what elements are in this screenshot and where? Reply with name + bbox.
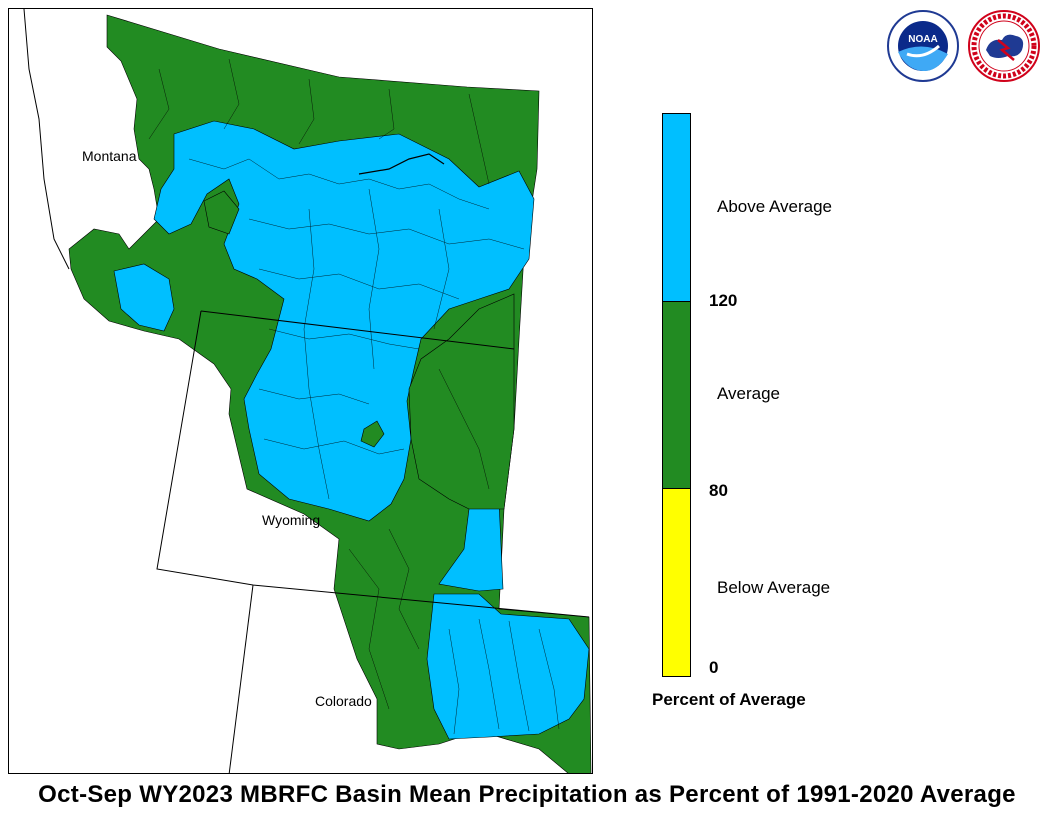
map-frame: Montana Wyoming Colorado [8, 8, 593, 774]
legend-tick-0: 0 [709, 658, 719, 677]
state-label-colorado: Colorado [315, 693, 372, 709]
state-boundaries [23, 9, 590, 773]
legend-title: Percent of Average [652, 690, 806, 709]
legend-label-above-average: Above Average [717, 197, 832, 216]
basin-map [23, 9, 592, 773]
state-label-montana: Montana [82, 148, 137, 164]
nws-logo [968, 10, 1040, 82]
legend-label-average: Average [717, 384, 781, 403]
legend-above-average-swatch [662, 113, 691, 302]
noaa-logo-text: NOAA [908, 34, 937, 45]
state-label-wyoming: Wyoming [262, 512, 321, 528]
legend-below-average-swatch [662, 488, 691, 677]
above-average-basins-region [113, 120, 590, 740]
map-title: Oct-Sep WY2023 MBRFC Basin Mean Precipit… [38, 781, 1016, 808]
legend-average-swatch [662, 301, 691, 489]
legend-label-below-average: Below Average [717, 578, 831, 597]
noaa-logo: NOAA [887, 10, 959, 82]
legend-tick-80: 80 [709, 481, 728, 500]
legend-tick-120: 120 [709, 291, 738, 310]
